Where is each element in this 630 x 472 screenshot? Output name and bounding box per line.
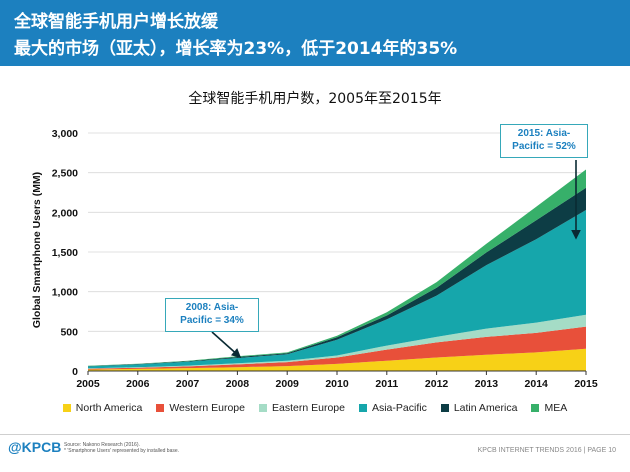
legend-label: Asia-Pacific	[371, 402, 427, 414]
y-tick-label: 500	[60, 326, 78, 338]
chart-title: 全球智能手机用户数，2005年至2015年	[188, 91, 442, 107]
x-tick-label: 2008	[226, 378, 250, 390]
title-banner: 全球智能手机用户增长放缓 最大的市场（亚太），增长率为23%，低于2014年的3…	[0, 0, 630, 66]
subheadline: 最大的市场（亚太），增长率为23%，低于2014年的35%	[14, 39, 458, 59]
callout-2015-line2: Pacific = 52%	[512, 141, 576, 152]
footer-divider	[0, 434, 630, 435]
x-tick-label: 2009	[276, 378, 300, 390]
page-info: KPCB INTERNET TRENDS 2016 | PAGE 10	[477, 447, 616, 454]
legend-item-asia-pacific: Asia-Pacific	[358, 402, 427, 414]
legend-label: Western Europe	[169, 402, 245, 414]
chart-legend: North America Western Europe Eastern Eur…	[0, 402, 630, 414]
legend-label: North America	[75, 402, 143, 414]
footnote-line: * 'Smartphone Users' represented by inst…	[64, 448, 180, 454]
y-tick-label: 3,000	[52, 128, 78, 140]
callout-2008: 2008: Asia- Pacific = 34%	[165, 298, 259, 332]
y-tick-label: 1,500	[52, 247, 78, 259]
legend-item-eastern-europe: Eastern Europe	[259, 402, 345, 414]
area-series-north-america	[88, 348, 586, 371]
area-series-asia-pacific	[88, 210, 586, 369]
legend-item-mea: MEA	[531, 402, 567, 414]
x-tick-label: 2006	[126, 378, 150, 390]
kpcb-logo: @KPCB	[8, 439, 62, 455]
callout-2015: 2015: Asia- Pacific = 52%	[500, 124, 588, 158]
legend-swatch	[440, 404, 449, 412]
x-tick-label: 2010	[325, 378, 349, 390]
y-tick-label: 2,500	[52, 168, 78, 180]
y-axis-label: Global Smartphone Users (MM)	[31, 172, 43, 328]
legend-label: Latin America	[453, 402, 518, 414]
source-line: Source: Nakono Research (2016).	[64, 442, 140, 448]
callout-2008-line2: Pacific = 34%	[180, 315, 244, 326]
callout-2008-line1: 2008: Asia-	[185, 302, 239, 313]
source-note: Source: Nakono Research (2016). * 'Smart…	[64, 442, 179, 454]
x-tick-label: 2014	[525, 378, 549, 390]
x-tick-label: 2015	[574, 378, 598, 390]
headline: 全球智能手机用户增长放缓	[14, 12, 218, 32]
legend-swatch	[358, 404, 367, 412]
x-tick-label: 2013	[475, 378, 499, 390]
legend-swatch	[62, 404, 71, 412]
stacked-area-chart: 0 500 1,000 1,500 2,000 2,500 3,000 2005 2006 200…	[31, 128, 598, 390]
legend-swatch	[531, 404, 540, 412]
legend-item-latin-america: Latin America	[440, 402, 518, 414]
callout-2015-line1: 2015: Asia-	[517, 128, 571, 139]
x-tick-label: 2012	[425, 378, 449, 390]
area-series-western-europe	[88, 326, 586, 370]
callout-2008-arrow	[211, 331, 242, 359]
legend-label: MEA	[544, 402, 568, 414]
legend-swatch	[259, 404, 267, 412]
y-tick-label: 0	[72, 366, 78, 378]
x-tick-label: 2005	[76, 378, 100, 390]
legend-item-north-america: North America	[62, 402, 143, 414]
x-tick-label: 2011	[375, 378, 398, 390]
legend-swatch	[156, 404, 165, 412]
x-tick-label: 2007	[176, 378, 200, 390]
legend-item-western-europe: Western Europe	[156, 402, 245, 414]
legend-label: Eastern Europe	[272, 402, 345, 414]
y-tick-label: 1,000	[52, 287, 78, 299]
y-tick-label: 2,000	[52, 207, 78, 219]
